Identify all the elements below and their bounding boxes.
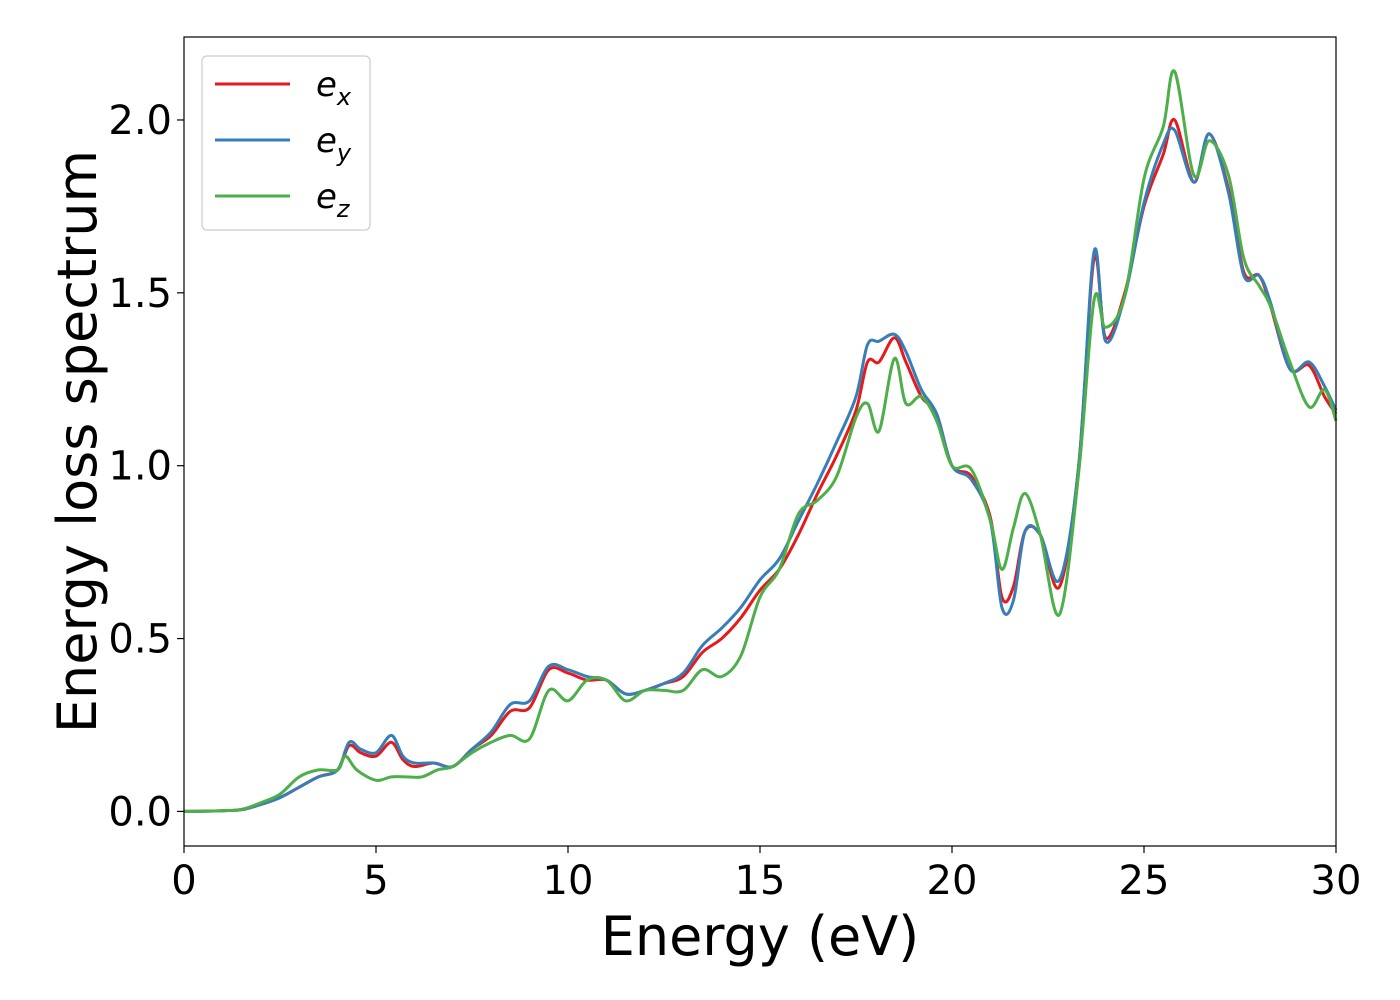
- legend-label-subscript: z: [336, 195, 351, 223]
- y-axis-ticks: 0.0 0.5 1.0 1.5 2.0: [108, 98, 184, 835]
- x-axis-ticks: 0 5 10 15 20 25 30: [171, 846, 1361, 904]
- legend-box: [201, 55, 371, 231]
- plot-lines: [183, 69, 1338, 813]
- y-tick-label: 2.0: [108, 98, 172, 144]
- y-tick-label: 1.5: [108, 271, 172, 317]
- legend-label-subscript: x: [336, 83, 352, 111]
- legend-label-base: e: [316, 121, 337, 161]
- series-line-ex: [183, 118, 1338, 813]
- legend-label-base: e: [316, 177, 337, 217]
- y-tick-label: 0.0: [108, 789, 172, 835]
- x-tick-label: 30: [1311, 858, 1362, 904]
- x-axis-label: Energy (eV): [601, 905, 920, 968]
- legend-label-ez: ez: [316, 177, 351, 223]
- x-tick-label: 20: [927, 858, 978, 904]
- y-axis-label: Energy loss spectrum: [46, 150, 109, 733]
- y-tick-label: 0.5: [108, 617, 172, 663]
- x-tick-label: 5: [363, 858, 388, 904]
- x-tick-label: 0: [171, 858, 196, 904]
- legend-label-base: e: [316, 65, 337, 105]
- y-tick-label: 1.0: [108, 444, 172, 490]
- x-tick-label: 10: [543, 858, 594, 904]
- x-tick-label: 15: [735, 858, 786, 904]
- series-line-ez: [183, 69, 1338, 813]
- legend-label-ex: ex: [316, 65, 352, 111]
- legend-label-ey: ey: [316, 121, 352, 167]
- x-tick-label: 25: [1119, 858, 1170, 904]
- series-line-ey: [183, 126, 1338, 813]
- legend-label-subscript: y: [336, 139, 352, 167]
